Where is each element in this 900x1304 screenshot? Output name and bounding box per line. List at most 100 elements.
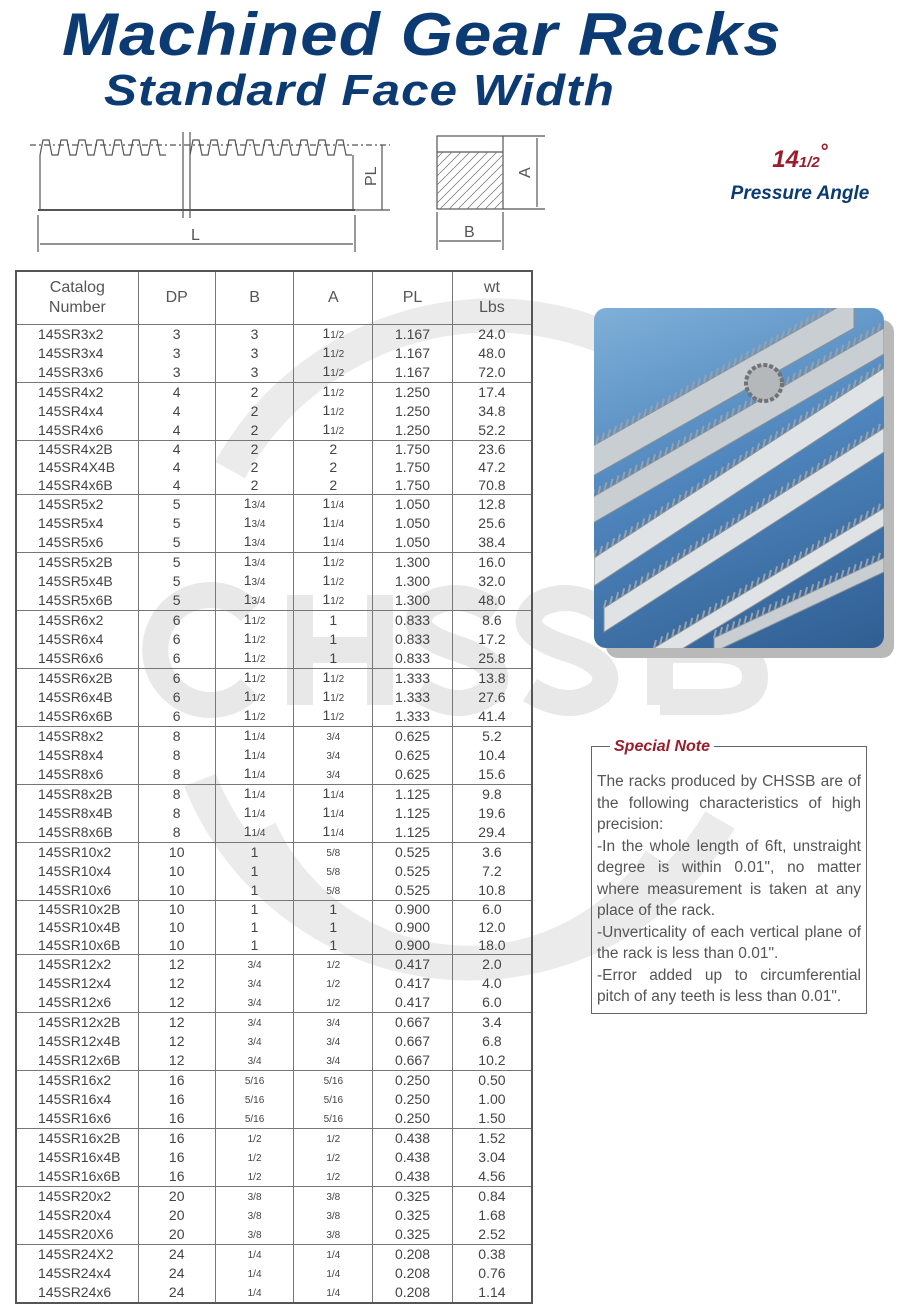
cell-a: 1/2 — [294, 1148, 373, 1167]
cell-dp: 12 — [138, 974, 215, 993]
gear-racks-photo — [594, 308, 884, 648]
cell-pl: 0.417 — [373, 954, 453, 974]
cell-pl: 0.667 — [373, 1032, 453, 1051]
cell-pl: 1.300 — [373, 572, 453, 591]
cell-a: 11/4 — [294, 804, 373, 823]
column-header-a: A — [294, 271, 373, 325]
cell-dp: 20 — [138, 1186, 215, 1206]
cell-b: 3/8 — [215, 1225, 294, 1245]
cell-a: 3/8 — [294, 1186, 373, 1206]
cell-weight: 12.0 — [452, 919, 532, 937]
cell-weight: 1.50 — [452, 1109, 532, 1129]
cell-dp: 12 — [138, 1032, 215, 1051]
note-paragraph: The racks produced by CHSSB are of the f… — [597, 771, 861, 836]
cell-b: 1/2 — [215, 1167, 294, 1187]
cell-b: 5/16 — [215, 1070, 294, 1090]
cell-dp: 8 — [138, 765, 215, 785]
cell-b: 1 — [215, 862, 294, 881]
cell-a: 1/2 — [294, 974, 373, 993]
cell-catalog-number: 145SR6x6 — [16, 649, 138, 669]
page-subtitle: Standard Face Width — [104, 68, 615, 114]
cell-dp: 3 — [138, 344, 215, 363]
cell-b: 1/4 — [215, 1283, 294, 1303]
cell-dp: 24 — [138, 1244, 215, 1264]
cell-pl: 0.833 — [373, 630, 453, 649]
cell-catalog-number: 145SR5x6B — [16, 591, 138, 611]
cell-catalog-number: 145SR20X6 — [16, 1225, 138, 1245]
cell-weight: 1.00 — [452, 1090, 532, 1109]
cell-dp: 12 — [138, 1051, 215, 1071]
note-paragraph: -Unverticality of each vertical plane of… — [597, 922, 861, 965]
cell-dp: 16 — [138, 1128, 215, 1148]
cell-dp: 6 — [138, 668, 215, 688]
cell-weight: 6.0 — [452, 993, 532, 1013]
pl-label: PL — [363, 166, 380, 186]
cell-weight: 70.8 — [452, 476, 532, 494]
page-title: Machined Gear Racks — [62, 4, 782, 66]
cell-catalog-number: 145SR10x4B — [16, 919, 138, 937]
cell-pl: 1.750 — [373, 441, 453, 459]
cell-b: 5/16 — [215, 1090, 294, 1109]
cell-weight: 18.0 — [452, 936, 532, 954]
cell-weight: 17.2 — [452, 630, 532, 649]
cell-a: 1/2 — [294, 954, 373, 974]
cell-b: 13/4 — [215, 514, 294, 533]
cell-dp: 4 — [138, 383, 215, 403]
cell-b: 11/2 — [215, 649, 294, 669]
cell-catalog-number: 145SR24x6 — [16, 1283, 138, 1303]
cell-a: 1/2 — [294, 1128, 373, 1148]
cell-catalog-number: 145SR8x2 — [16, 726, 138, 746]
cell-pl: 1.125 — [373, 804, 453, 823]
cell-a: 1/4 — [294, 1264, 373, 1283]
cell-b: 13/4 — [215, 494, 294, 514]
cell-catalog-number: 145SR5x4 — [16, 514, 138, 533]
cell-catalog-number: 145SR10x6 — [16, 881, 138, 901]
cell-a: 5/16 — [294, 1090, 373, 1109]
cell-catalog-number: 145SR4X4B — [16, 459, 138, 477]
cell-dp: 12 — [138, 1012, 215, 1032]
cell-weight: 27.6 — [452, 688, 532, 707]
cell-a: 3/4 — [294, 1012, 373, 1032]
l-label: L — [191, 227, 200, 244]
cell-pl: 0.417 — [373, 993, 453, 1013]
cell-b: 11/4 — [215, 765, 294, 785]
cell-pl: 0.625 — [373, 746, 453, 765]
cell-a: 1/2 — [294, 993, 373, 1013]
cell-pl: 1.750 — [373, 459, 453, 477]
cell-b: 2 — [215, 441, 294, 459]
cell-pl: 0.900 — [373, 936, 453, 954]
cell-catalog-number: 145SR16x4 — [16, 1090, 138, 1109]
cell-pl: 0.250 — [373, 1109, 453, 1129]
cell-catalog-number: 145SR20x2 — [16, 1186, 138, 1206]
cell-dp: 16 — [138, 1148, 215, 1167]
cell-dp: 10 — [138, 881, 215, 901]
cell-catalog-number: 145SR5x2 — [16, 494, 138, 514]
cell-weight: 0.50 — [452, 1070, 532, 1090]
cell-catalog-number: 145SR12x4B — [16, 1032, 138, 1051]
cell-b: 3/4 — [215, 954, 294, 974]
cell-pl: 0.625 — [373, 726, 453, 746]
cell-catalog-number: 145SR24x4 — [16, 1264, 138, 1283]
cell-dp: 16 — [138, 1090, 215, 1109]
cell-pl: 0.325 — [373, 1206, 453, 1225]
pressure-angle: 141/2° Pressure Angle — [700, 138, 900, 205]
cell-catalog-number: 145SR4x2 — [16, 383, 138, 403]
cell-dp: 6 — [138, 707, 215, 727]
cell-weight: 6.0 — [452, 900, 532, 918]
cell-a: 1/4 — [294, 1283, 373, 1303]
cell-weight: 15.6 — [452, 765, 532, 785]
